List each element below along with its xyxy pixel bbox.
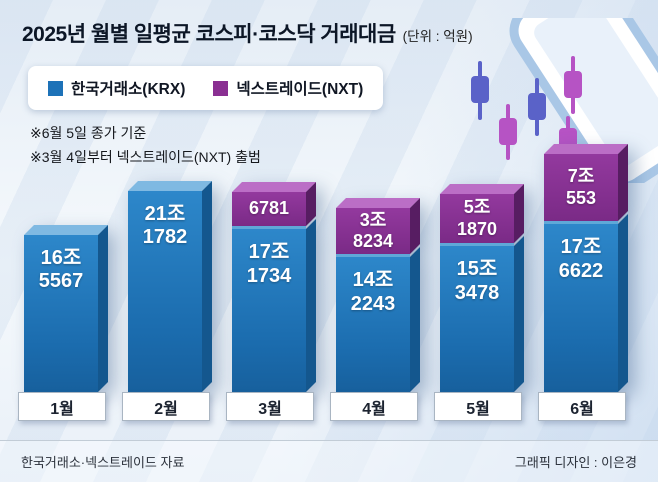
krx-color-swatch (48, 80, 63, 96)
footer-source: 한국거래소·넥스트레이드 자료 (21, 455, 185, 470)
bar-segment-krx-feb: 21조 1782 (128, 190, 202, 392)
legend: 한국거래소(KRX) 넥스트레이드(NXT) (28, 66, 384, 110)
unit-label: (단위 : 억원) (402, 29, 473, 44)
note-close-price: ※6월 5일 종가 기준 (30, 125, 147, 141)
footer: 한국거래소·넥스트레이드 자료 그래픽 디자인 : 이은경 (0, 440, 658, 482)
bar-segment-krx-may: 15조 3478 (440, 243, 514, 392)
bar-value-label: 7조 553 (565, 166, 597, 208)
phone-candlestick-illustration (471, 18, 658, 183)
bar-group-may: 5조 1870 15조 3478 (440, 193, 514, 392)
bar-segment-nxt-mar: 6781 (232, 191, 306, 226)
legend-label-nxt: 넥스트레이드(NXT) (236, 81, 364, 98)
bar-value-label: 17조 1734 (246, 240, 292, 287)
month-label-jun: 6월 (538, 392, 626, 421)
bar-value-label: 17조 6622 (558, 236, 604, 282)
note-nxt-launch: ※3월 4일부터 넥스트레이드(NXT) 출범 (30, 148, 261, 165)
bar-segment-nxt-jun: 7조 553 (544, 154, 618, 222)
month-label-feb: 2월 (122, 392, 210, 421)
bar-segment-nxt-apr: 3조 8234 (336, 207, 410, 254)
bar-segment-krx-apr: 14조 2243 (336, 253, 410, 392)
month-label-jan: 1월 (18, 392, 106, 421)
title-text: 2025년 월별 일평균 코스피·코스닥 거래대금 (22, 23, 396, 46)
footnotes: ※6월 5일 종가 기준 ※3월 4일부터 넥스트레이드(NXT) 출범 (30, 122, 261, 170)
month-label-apr: 4월 (330, 392, 418, 421)
legend-item-nxt: 넥스트레이드(NXT) (213, 77, 363, 99)
legend-item-krx: 한국거래소(KRX) (48, 77, 185, 99)
bar-group-mar: 6781 17조 1734 (232, 191, 306, 392)
legend-label-krx: 한국거래소(KRX) (71, 81, 186, 98)
month-label-may: 5월 (434, 392, 522, 421)
footer-credit: 그래픽 디자인 : 이은경 (514, 455, 637, 470)
bar-segment-krx-jan: 16조 5567 (24, 234, 98, 392)
bar-value-label: 5조 1870 (456, 197, 498, 239)
bar-segment-krx-jun: 17조 6622 (544, 221, 618, 392)
page-title: 2025년 월별 일평균 코스피·코스닥 거래대금 (단위 : 억원) (22, 18, 473, 48)
bar-group-jan: 16조 5567 (24, 234, 98, 392)
bar-value-label: 16조 5567 (38, 246, 84, 293)
bar-segment-krx-mar: 17조 1734 (232, 225, 306, 392)
bar-value-label: 15조 3478 (454, 258, 500, 304)
month-label-mar: 3월 (226, 392, 314, 421)
phone-icon (509, 18, 658, 183)
bar-value-label: 6781 (248, 198, 290, 219)
bar-group-apr: 3조 8234 14조 2243 (336, 207, 410, 392)
bar-value-label: 3조 8234 (352, 209, 394, 251)
bar-value-label: 21조 1782 (142, 202, 188, 249)
bar-value-label: 14조 2243 (350, 268, 396, 315)
candlestick-icons (471, 56, 582, 166)
bar-segment-nxt-may: 5조 1870 (440, 193, 514, 244)
nxt-color-swatch (213, 80, 229, 96)
bar-group-feb: 21조 1782 (128, 190, 202, 392)
bar-group-jun: 7조 553 17조 6622 (544, 154, 618, 392)
